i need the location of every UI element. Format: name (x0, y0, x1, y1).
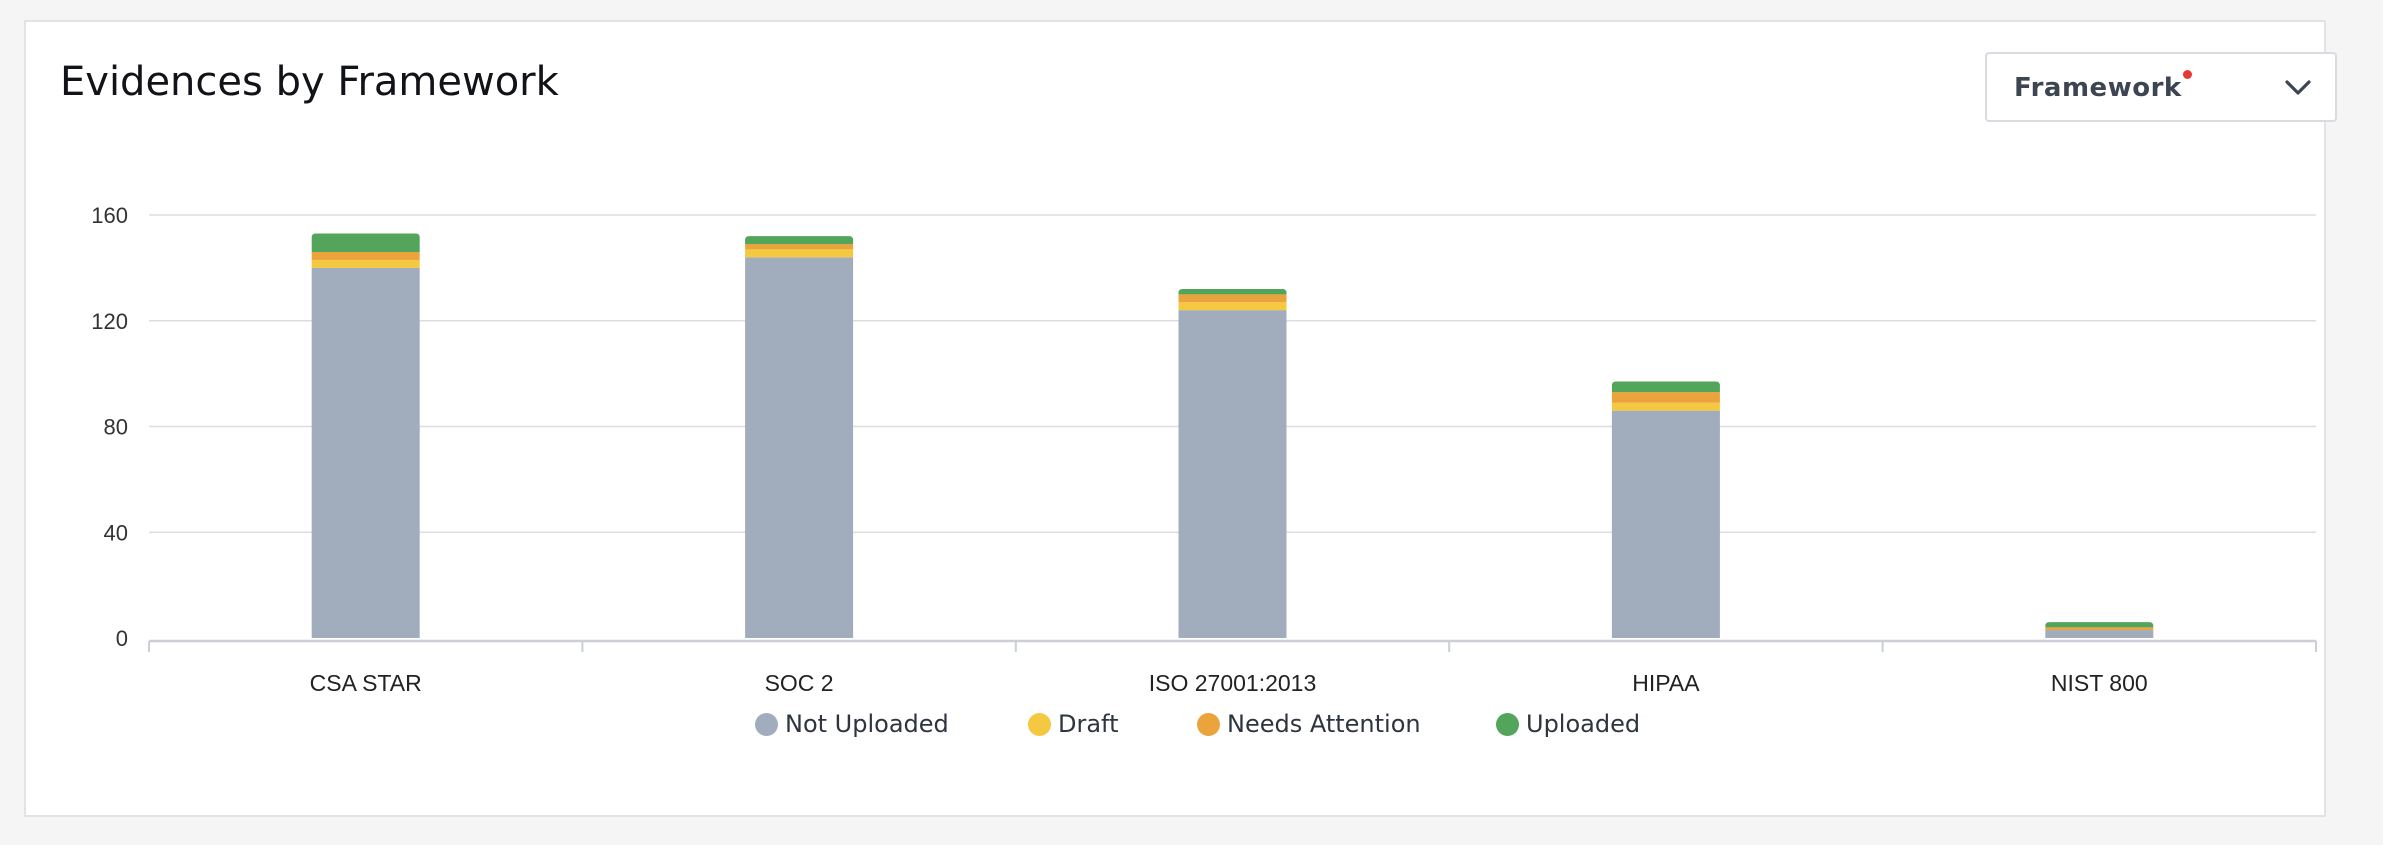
bar-segment-needs-attention (2045, 627, 2154, 631)
legend-label: Draft (1058, 710, 1119, 738)
legend-label: Needs Attention (1227, 710, 1421, 738)
bar-segment-uploaded (745, 236, 854, 245)
framework-dropdown[interactable]: Framework (1985, 52, 2337, 122)
x-tick-label: CSA STAR (310, 670, 422, 696)
legend-swatch (1496, 712, 1519, 736)
bar-segment-needs-attention (311, 252, 420, 260)
x-tick-label: NIST 800 (2051, 670, 2148, 696)
bar-segment-not-uploaded (1611, 410, 1720, 638)
card-title: Evidences by Framework (60, 59, 559, 105)
bar-segment-draft (1178, 302, 1287, 311)
x-tick-label: HIPAA (1632, 670, 1700, 696)
legend-item-draft[interactable]: Draft (1028, 706, 1119, 742)
bar-segment-needs-attention (1178, 294, 1287, 303)
bar-segment-needs-attention (1611, 392, 1720, 403)
bar-segment-needs-attention (745, 244, 854, 250)
legend-swatch (755, 712, 778, 736)
legend-label: Uploaded (1526, 710, 1641, 738)
bar-segment-not-uploaded (745, 257, 854, 638)
y-tick-label: 120 (91, 309, 128, 334)
legend-label: Not Uploaded (785, 710, 949, 738)
framework-dropdown-label: Framework (2014, 73, 2182, 103)
x-tick-label: ISO 27001:2013 (1149, 670, 1317, 696)
legend-item-needs-attention[interactable]: Needs Attention (1197, 706, 1421, 742)
bar-segment-draft (745, 249, 854, 258)
y-tick-label: 0 (116, 626, 128, 651)
bar-segment-uploaded (1178, 289, 1287, 295)
legend-swatch (1197, 712, 1220, 736)
filter-indicator-dot (2183, 70, 2192, 79)
y-tick-label: 40 (104, 520, 128, 545)
bar-segment-draft (1611, 402, 1720, 411)
bar-segment-not-uploaded (2045, 630, 2154, 638)
legend-item-not-uploaded[interactable]: Not Uploaded (755, 706, 949, 742)
y-tick-label: 160 (91, 203, 128, 228)
x-tick-label: SOC 2 (765, 670, 834, 696)
legend-item-uploaded[interactable]: Uploaded (1496, 706, 1640, 742)
bar-segment-not-uploaded (311, 267, 420, 638)
bar-segment-uploaded (2045, 622, 2154, 628)
bar-segment-uploaded (1611, 381, 1720, 393)
bar-segment-uploaded (311, 233, 420, 253)
bar-segment-draft (311, 259, 420, 268)
chevron-down-icon (2285, 80, 2311, 95)
bar-segment-not-uploaded (1178, 310, 1287, 638)
y-tick-label: 80 (104, 415, 128, 440)
legend-swatch (1028, 712, 1051, 736)
